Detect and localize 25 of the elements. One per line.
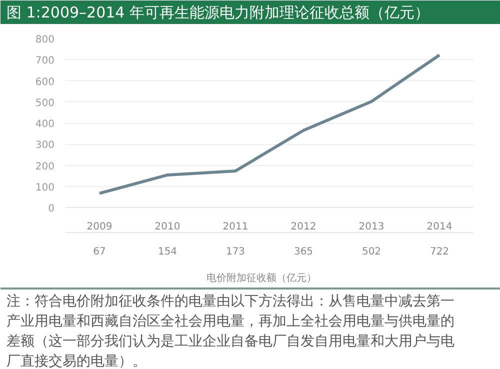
data-label: 502 (362, 246, 382, 258)
x-tick-label: 2011 (222, 222, 248, 232)
data-label: 365 (294, 246, 314, 258)
chart-title: 图 1:2009–2014 年可再生能源电力附加理论征收总额（亿元） (6, 4, 430, 22)
x-tick-label: 2009 (86, 222, 112, 232)
y-tick-label: 700 (35, 56, 55, 67)
y-tick-label: 100 (35, 182, 55, 194)
data-label: 722 (430, 246, 450, 258)
y-tick-label: 800 (35, 34, 55, 46)
x-tick-label: 2013 (358, 222, 384, 232)
y-tick-label: 0 (48, 204, 55, 214)
x-tick-label: 2010 (154, 222, 180, 232)
y-tick-label: 600 (35, 76, 55, 88)
data-label: 67 (93, 246, 106, 258)
x-tick-label: 2014 (426, 222, 452, 232)
data-label: 173 (226, 246, 246, 258)
text: 电价附加征收额（亿元） (206, 272, 316, 285)
line-series (98, 53, 441, 195)
y-tick-label: 200 (35, 161, 55, 172)
y-tick-label: 400 (35, 119, 55, 130)
data-label: 154 (158, 246, 178, 258)
x-tick-label: 2012 (290, 222, 316, 232)
y-tick-label: 500 (35, 98, 55, 109)
y-tick-label: 300 (35, 140, 55, 152)
text: 注：符合电价附加征收条件的电量由以下方法得出：从售电量中减去第一产业用电量和西藏自治区全社会用电量，再加上全社会用电量与供电量的差额（这一部分我们认为是工业企业自备电厂自发自用电量和大用户与电厂直接交易的电量）。 (6, 294, 454, 369)
